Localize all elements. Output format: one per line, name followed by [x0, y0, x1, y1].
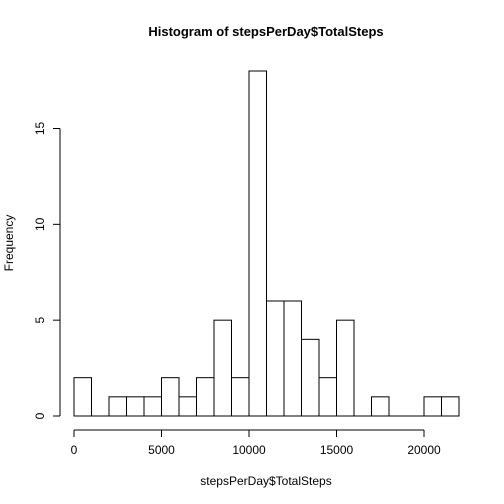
histogram-bar [126, 396, 145, 417]
chart-title: Histogram of stepsPerDay$TotalSteps [148, 24, 383, 39]
histogram-bar [283, 300, 302, 417]
y-axis-label: Frequency [2, 215, 16, 272]
histogram-bar [178, 396, 197, 417]
histogram-bar [423, 396, 442, 417]
y-tick-label: 5 [33, 317, 47, 324]
bars-group [73, 70, 460, 417]
y-tick-label: 10 [33, 217, 47, 231]
histogram-bar [213, 319, 232, 417]
x-axis: 0 5000 10000 15000 20000 [71, 429, 441, 457]
histogram-bar [318, 377, 337, 417]
y-tick-label: 0 [33, 412, 47, 419]
histogram-bar [248, 70, 267, 417]
x-tick-label: 0 [71, 443, 78, 457]
x-tick-label: 10000 [232, 443, 266, 457]
histogram-bar [161, 377, 180, 417]
x-tick-label: 20000 [407, 443, 441, 457]
y-axis: 0 5 10 15 [33, 122, 61, 419]
histogram-bar [336, 319, 355, 417]
x-tick-label: 5000 [148, 443, 175, 457]
histogram-bar [73, 377, 92, 417]
x-tick-label: 15000 [320, 443, 354, 457]
histogram-bar [143, 396, 162, 417]
histogram-bar [301, 338, 320, 417]
x-axis-label: stepsPerDay$TotalSteps [200, 474, 331, 488]
histogram-bar [266, 300, 285, 417]
histogram-bar [196, 377, 215, 417]
histogram-bar [231, 377, 250, 417]
histogram-bar [371, 396, 390, 417]
histogram-bar [108, 396, 127, 417]
histogram-bar [441, 396, 460, 417]
y-tick-label: 15 [33, 122, 47, 136]
